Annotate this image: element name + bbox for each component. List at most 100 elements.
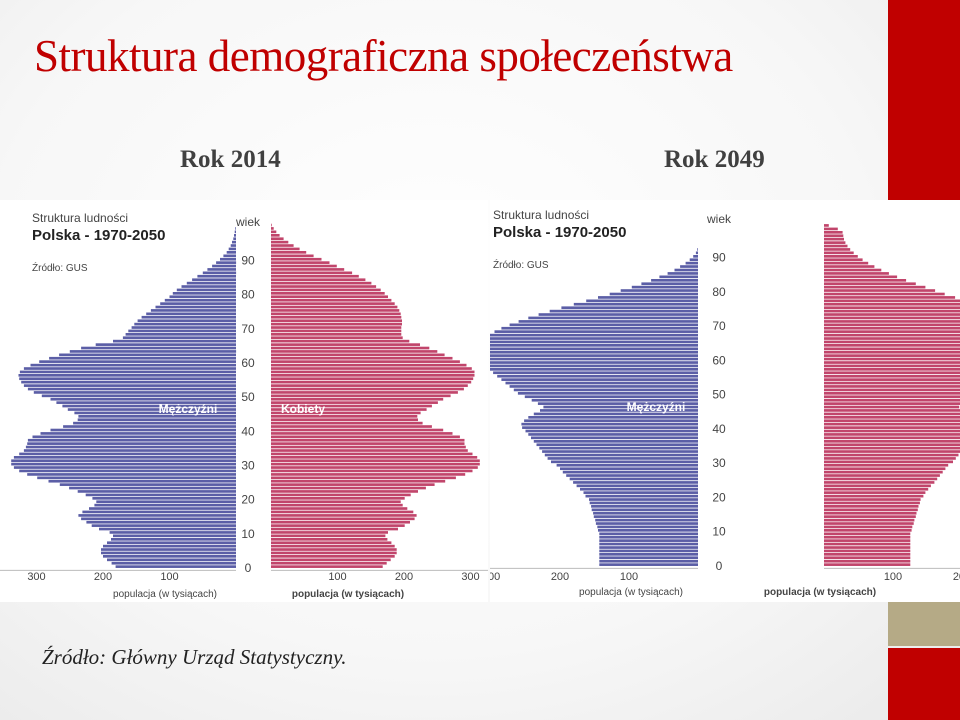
- bar-women-age-82: [271, 285, 377, 288]
- bar-women-age-9: [271, 534, 386, 538]
- bar-women-age-39: [271, 432, 453, 435]
- bar-men-age-91: [695, 251, 698, 255]
- bar-men-age-57: [19, 370, 237, 374]
- bar-women-age-35: [271, 445, 466, 449]
- bar-men-age-92: [697, 248, 698, 251]
- bar-men-age-12: [595, 522, 698, 525]
- bar-men-age-14: [593, 515, 698, 518]
- bar-men-age-4: [101, 551, 236, 555]
- bar-women-age-74: [271, 312, 401, 316]
- bar-men-age-3: [599, 553, 698, 556]
- bar-men-age-84: [192, 278, 236, 282]
- bar-men-age-44: [533, 412, 698, 416]
- bar-women-age-88: [824, 261, 869, 265]
- bar-women-age-16: [271, 510, 414, 514]
- bar-women-age-55: [824, 374, 960, 378]
- bar-women-age-37: [824, 436, 960, 440]
- bar-women-age-60: [824, 357, 960, 361]
- bar-men-age-67: [490, 333, 698, 337]
- age-tick-label: 40: [712, 422, 726, 436]
- bar-men-age-51: [33, 391, 236, 394]
- bar-women-age-93: [271, 247, 300, 251]
- bar-men-age-44: [78, 415, 237, 418]
- bar-women-age-34: [824, 446, 960, 450]
- bar-men-age-76: [155, 305, 236, 309]
- bar-men-age-6: [599, 542, 698, 546]
- bar-men-age-57: [490, 368, 698, 371]
- chart-title-line2: Polska - 1970-2050: [32, 227, 165, 244]
- age-tick-label: 90: [712, 251, 726, 265]
- bar-men-age-55: [19, 377, 237, 381]
- bar-men-age-63: [490, 347, 698, 351]
- bar-women-age-4: [271, 551, 397, 555]
- age-tick-label: 30: [241, 459, 255, 473]
- bar-women-age-53: [824, 381, 960, 385]
- bar-men-age-80: [620, 289, 698, 292]
- bar-men-age-97: [234, 234, 236, 237]
- bar-men-age-34: [23, 449, 237, 452]
- bar-men-age-99: [235, 227, 236, 230]
- bar-women-age-21: [271, 493, 411, 497]
- bar-men-age-8: [111, 538, 236, 541]
- bar-women-age-25: [271, 479, 446, 483]
- bar-women-age-49: [824, 395, 960, 399]
- bar-men-age-3: [103, 555, 236, 558]
- bar-women-age-54: [271, 380, 472, 384]
- bar-men-age-27: [562, 470, 698, 474]
- bar-women-age-78: [824, 296, 956, 299]
- bar-men-age-8: [599, 535, 698, 539]
- bar-women-age-1: [824, 559, 911, 563]
- bar-men-age-37: [27, 438, 237, 442]
- bar-women-age-71: [271, 322, 402, 326]
- bar-men-age-24: [573, 481, 698, 484]
- bar-men-age-7: [599, 539, 698, 542]
- bar-women-age-38: [271, 435, 460, 439]
- bar-men-age-82: [181, 285, 236, 288]
- bar-women-age-89: [824, 258, 863, 262]
- bar-women-age-57: [271, 370, 475, 374]
- bar-men-age-96: [233, 237, 236, 241]
- bar-women-age-72: [271, 319, 402, 323]
- bar-women-age-63: [824, 347, 960, 351]
- bar-men-age-98: [234, 230, 236, 234]
- bar-men-age-87: [680, 265, 698, 268]
- bar-women-age-77: [271, 302, 395, 305]
- bar-women-age-52: [824, 385, 960, 388]
- slide-title: Struktura demograficzna społeczeństwa: [34, 31, 733, 81]
- bar-men-age-67: [122, 336, 236, 340]
- bar-women-age-32: [271, 456, 478, 459]
- bar-women-age-0: [824, 563, 911, 566]
- bar-men-age-35: [536, 443, 698, 447]
- bar-men-age-33: [542, 450, 698, 453]
- bar-women-age-24: [271, 483, 435, 486]
- bar-men-age-21: [583, 491, 698, 494]
- bar-men-age-50: [41, 394, 236, 398]
- bar-women-age-89: [271, 261, 330, 264]
- bar-women-age-13: [271, 520, 410, 524]
- x-tick-label-men: 300: [27, 571, 45, 583]
- bar-women-age-15: [824, 511, 917, 515]
- age-tick-label: 80: [712, 285, 726, 299]
- age-tick-label: 70: [712, 319, 726, 333]
- bar-men-age-60: [39, 360, 237, 363]
- bar-men-age-37: [531, 436, 698, 440]
- bar-women-age-58: [271, 367, 472, 370]
- bar-men-age-72: [137, 319, 236, 323]
- age-tick-label: 70: [241, 322, 255, 336]
- bar-women-age-56: [271, 374, 475, 377]
- bar-women-age-58: [824, 364, 960, 368]
- bar-women-age-4: [824, 549, 911, 553]
- bar-women-age-5: [824, 546, 911, 549]
- bar-women-age-68: [271, 333, 402, 336]
- bar-men-age-49: [524, 395, 698, 399]
- series-label-men: Mężczyźni: [627, 400, 686, 414]
- bar-women-age-7: [271, 541, 392, 545]
- bar-men-age-30: [11, 462, 237, 466]
- bar-men-age-10: [109, 531, 236, 534]
- bar-women-age-94: [271, 244, 294, 247]
- bar-men-age-62: [59, 353, 236, 357]
- bar-men-age-85: [197, 274, 236, 278]
- bar-men-age-83: [186, 281, 236, 285]
- bar-men-age-79: [609, 292, 698, 296]
- bar-men-age-40: [50, 428, 236, 432]
